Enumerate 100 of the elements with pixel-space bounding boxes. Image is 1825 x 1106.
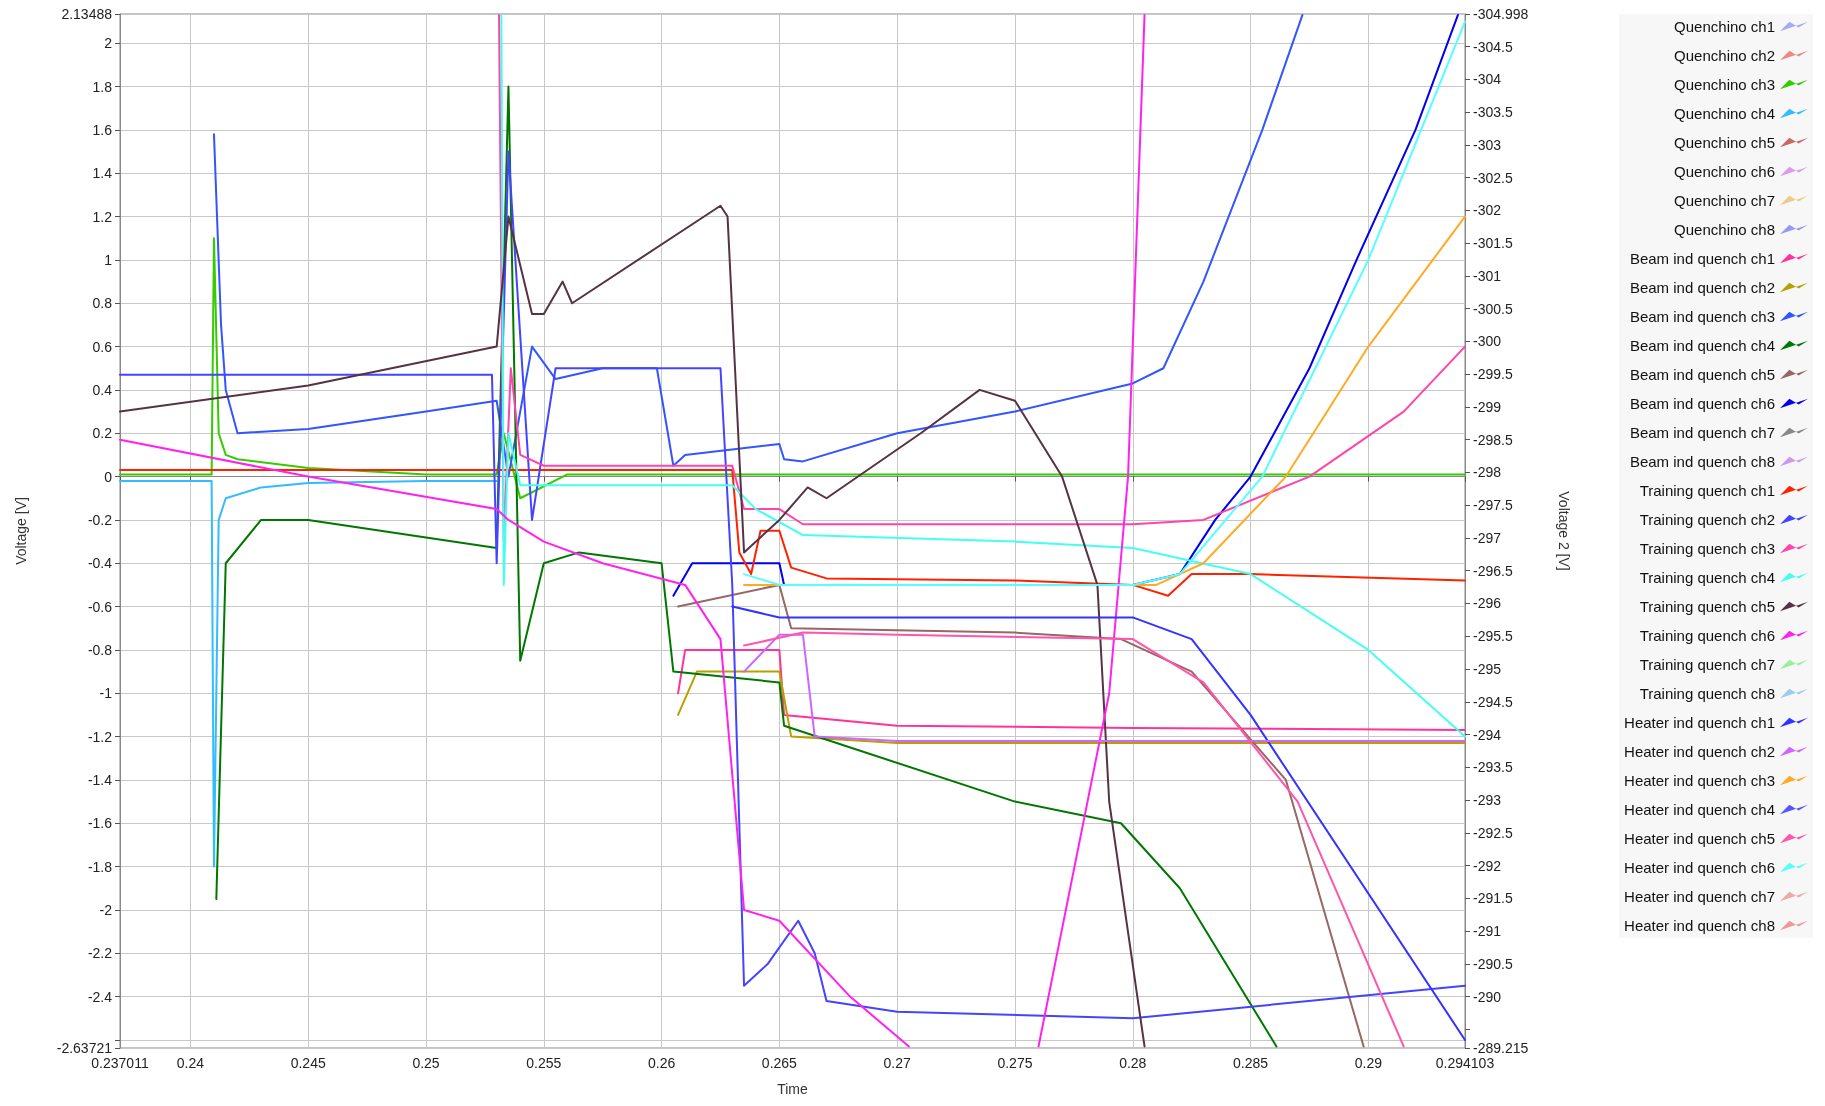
legend-label: Quenchino ch6 — [1674, 163, 1775, 180]
legend-label: Quenchino ch8 — [1674, 221, 1775, 238]
legend-label: Beam ind quench ch2 — [1629, 279, 1775, 296]
y2-tick-label: -296.5 — [1473, 562, 1513, 579]
y2-tick-label: -301.5 — [1473, 235, 1513, 252]
y2-tick-label: -304.998 — [1473, 6, 1529, 22]
y2-tick-label: -295.5 — [1473, 628, 1513, 645]
y2-tick-label: -300 — [1473, 333, 1502, 350]
x-tick-label: 0.265 — [761, 1055, 798, 1071]
legend-label: Training quench ch7 — [1639, 656, 1775, 673]
y-tick-label: 0.8 — [92, 295, 113, 312]
y2-tick-label: -302.5 — [1473, 169, 1513, 186]
x-tick-label: 0.237011 — [91, 1055, 149, 1071]
x-tick-label: 0.25 — [412, 1055, 440, 1071]
legend-label: Heater ind quench ch5 — [1624, 830, 1775, 847]
y-tick-label: 1.6 — [92, 121, 113, 138]
y-tick-label: 2.13488 — [61, 6, 113, 22]
y-tick-label: -1.4 — [87, 771, 113, 788]
legend-label: Heater ind quench ch2 — [1624, 743, 1775, 760]
legend-label: Training quench ch6 — [1639, 627, 1775, 644]
x-axis-title: Time — [777, 1081, 809, 1097]
legend-label: Training quench ch8 — [1639, 685, 1775, 702]
x-tick-label: 0.294103 — [1435, 1055, 1495, 1071]
line-series — [119, 479, 498, 868]
y2-tick-label: -290.5 — [1473, 955, 1513, 972]
legend-label: Quenchino ch3 — [1674, 76, 1775, 93]
line-series — [677, 583, 1365, 1048]
y-tick-label: -2.4 — [87, 988, 113, 1005]
y2-tick-label: -293 — [1473, 792, 1502, 809]
y-tick-label: -0.2 — [87, 511, 113, 528]
x-tick-label: 0.24 — [176, 1055, 205, 1071]
y2-tick-label: -299 — [1473, 398, 1502, 415]
y2-tick-label: -297 — [1473, 529, 1502, 546]
y2-tick-label: -299.5 — [1473, 366, 1513, 383]
line-series — [743, 631, 1405, 1048]
y-tick-label: 1.8 — [92, 78, 113, 95]
legend-label: Beam ind quench ch1 — [1629, 250, 1775, 267]
y-tick-label: 0.2 — [92, 425, 113, 442]
y-tick-label: 1 — [104, 251, 113, 268]
y2-tick-label: -296 — [1473, 595, 1502, 612]
x-tick-label: 0.27 — [883, 1055, 912, 1071]
legend-label: Heater ind quench ch8 — [1624, 917, 1775, 934]
legend-label: Beam ind quench ch8 — [1629, 453, 1775, 470]
y-tick-label: -0.8 — [87, 641, 113, 658]
y-tick-label: 0.4 — [92, 381, 113, 398]
y-tick-label: 0 — [104, 468, 113, 485]
y2-tick-label: -300.5 — [1473, 300, 1513, 317]
legend-label: Heater ind quench ch7 — [1624, 888, 1775, 905]
x-tick-label: 0.275 — [997, 1055, 1033, 1071]
y-tick-label: 2 — [104, 35, 113, 52]
y2-tick-label: -304.5 — [1473, 38, 1513, 55]
line-series — [500, 14, 1466, 738]
legend-label: Training quench ch2 — [1639, 511, 1775, 528]
y2-tick-label: -304 — [1473, 71, 1502, 88]
y-tick-label: -2.63721 — [56, 1040, 113, 1056]
y-axis-title: Voltage [V] — [13, 497, 29, 565]
y2-tick-label: -295 — [1473, 661, 1502, 677]
y2-tick-label: -303 — [1473, 136, 1502, 153]
line-series — [119, 204, 1146, 1048]
line-series — [119, 237, 1466, 500]
y-tick-label: -0.6 — [87, 598, 113, 615]
line-series — [212, 14, 1304, 478]
legend-label: Beam ind quench ch3 — [1629, 308, 1775, 325]
legend-label: Training quench ch4 — [1639, 569, 1775, 586]
y2-tick-label: -298.5 — [1473, 431, 1513, 448]
line-series — [677, 670, 1466, 745]
line-series — [677, 648, 1466, 732]
legend-label: Quenchino ch7 — [1674, 192, 1775, 209]
y2-tick-label: -292.5 — [1473, 824, 1513, 841]
x-tick-label: 0.245 — [290, 1055, 326, 1071]
legend-label: Heater ind quench ch6 — [1624, 859, 1775, 876]
y2-tick-label: -301 — [1473, 267, 1502, 284]
line-series — [119, 469, 1466, 597]
line-series — [215, 85, 1278, 1048]
legend-label: Training quench ch3 — [1639, 540, 1775, 557]
y2-tick-label: -290 — [1473, 988, 1502, 1005]
legend-label: Heater ind quench ch3 — [1624, 772, 1775, 789]
line-series — [731, 605, 1466, 1041]
y2-tick-label: -297.5 — [1473, 497, 1513, 514]
y2-tick-label: -291.5 — [1473, 890, 1513, 907]
legend-label: Beam ind quench ch6 — [1629, 395, 1775, 412]
legend-label: Beam ind quench ch5 — [1629, 366, 1775, 383]
legend-label: Heater ind quench ch1 — [1624, 714, 1775, 731]
y-tick-label: -1 — [99, 685, 113, 702]
y2-tick-label: -298 — [1473, 464, 1502, 481]
y2-tick-label: -289.215 — [1473, 1040, 1529, 1056]
legend-label: Training quench ch1 — [1639, 482, 1775, 499]
legend-label: Quenchino ch5 — [1674, 134, 1775, 151]
line-series — [119, 150, 1466, 1020]
x-tick-label: 0.29 — [1354, 1055, 1383, 1071]
legend-label: Quenchino ch2 — [1674, 47, 1775, 64]
legend-label: Training quench ch5 — [1639, 598, 1775, 615]
y-tick-label: 1.2 — [92, 208, 113, 225]
legend-label: Quenchino ch4 — [1674, 105, 1775, 122]
legend-label: Quenchino ch1 — [1674, 18, 1775, 35]
x-tick-label: 0.28 — [1119, 1055, 1147, 1071]
y2-tick-label: -291 — [1473, 923, 1502, 940]
y2-tick-label: -302 — [1473, 202, 1502, 219]
legend-label: Beam ind quench ch4 — [1629, 337, 1775, 354]
y-tick-label: 1.4 — [92, 165, 113, 182]
